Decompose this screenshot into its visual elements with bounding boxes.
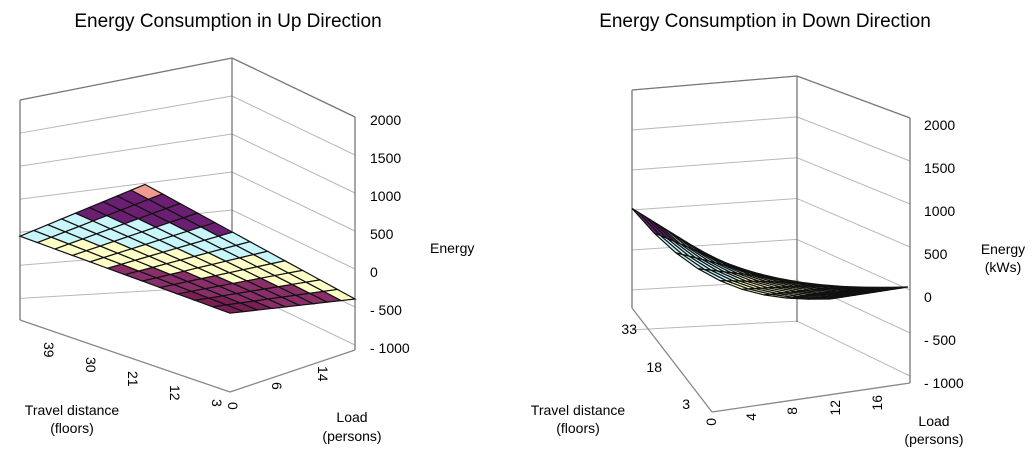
surface bbox=[631, 207, 909, 300]
grid-line bbox=[796, 238, 911, 291]
y-tick-label: 16 bbox=[869, 395, 885, 411]
back-wall bbox=[20, 58, 355, 350]
y-axis-label-unit: (persons) bbox=[322, 428, 381, 444]
grid-line bbox=[631, 238, 798, 251]
chart-title: Energy Consumption in Up Direction bbox=[74, 11, 381, 32]
x-tick-label: 18 bbox=[646, 359, 662, 375]
z-tick-label: - 1000 bbox=[370, 340, 410, 356]
y-tick-labels: 0 6 14 bbox=[225, 366, 331, 410]
y-axis-label-unit: (persons) bbox=[904, 431, 963, 447]
x-axis-label-unit: (floors) bbox=[556, 420, 600, 436]
y-tick-label: 14 bbox=[315, 366, 331, 382]
z-tick-labels: 2000 1500 1000 500 0 - 500 - 1000 bbox=[924, 117, 964, 391]
grid-line bbox=[231, 209, 356, 270]
grid-line bbox=[19, 95, 233, 134]
x-axis-label-unit: (floors) bbox=[50, 420, 94, 436]
y-tick-label: 0 bbox=[225, 402, 241, 410]
grid-line bbox=[796, 116, 911, 162]
y-tick-label: 0 bbox=[703, 418, 719, 426]
y-tick-label: 12 bbox=[827, 400, 843, 416]
z-tick-label: 1500 bbox=[924, 160, 955, 176]
grid-line bbox=[19, 133, 233, 167]
grid-line bbox=[631, 198, 798, 211]
z-axis-label: Energy bbox=[430, 240, 474, 256]
z-tick-label: 1000 bbox=[924, 203, 955, 219]
z-tick-label: 0 bbox=[370, 264, 378, 280]
z-tick-label: - 500 bbox=[924, 332, 956, 348]
surface bbox=[18, 183, 357, 314]
grid-line bbox=[19, 171, 233, 200]
grid-line bbox=[796, 320, 911, 377]
x-tick-label: 12 bbox=[167, 385, 183, 401]
y-tick-labels: 0 4 8 12 16 bbox=[703, 395, 885, 426]
z-tick-label: - 1000 bbox=[924, 375, 964, 391]
grid-line bbox=[796, 198, 911, 248]
grid-line bbox=[631, 320, 798, 331]
z-tick-label: 1000 bbox=[370, 188, 401, 204]
z-tick-label: 0 bbox=[924, 289, 932, 305]
grid-line bbox=[631, 116, 798, 131]
grid-line bbox=[796, 157, 911, 205]
chart-down: Energy Consumption in Down Direction 200… bbox=[531, 11, 1025, 447]
z-axis-label-unit: (kWs) bbox=[985, 259, 1022, 275]
z-tick-label: 500 bbox=[370, 226, 394, 242]
y-axis-line bbox=[711, 382, 911, 413]
grid-line bbox=[231, 133, 356, 194]
y-axis-line bbox=[229, 349, 356, 393]
x-tick-labels: 33 18 3 bbox=[621, 321, 690, 412]
x-tick-label: 39 bbox=[41, 342, 57, 358]
z-tick-label: 2000 bbox=[924, 117, 955, 133]
z-tick-labels: 2000 1500 1000 500 0 - 500 - 1000 bbox=[370, 112, 410, 356]
surface-patch bbox=[321, 288, 357, 302]
x-tick-label: 30 bbox=[83, 357, 99, 373]
grid-line bbox=[231, 171, 356, 232]
x-tick-labels: 39 30 21 12 3 bbox=[41, 342, 225, 407]
y-tick-label: 6 bbox=[269, 382, 285, 390]
z-axis-label: Energy bbox=[981, 241, 1025, 257]
x-tick-label: 33 bbox=[621, 321, 637, 337]
x-axis-line bbox=[19, 319, 231, 393]
y-axis-label: Load bbox=[918, 413, 949, 429]
z-tick-label: 500 bbox=[924, 246, 948, 262]
x-tick-label: 21 bbox=[125, 371, 141, 387]
surface-patch bbox=[879, 286, 909, 289]
x-axis-line bbox=[631, 307, 713, 413]
y-tick-label: 8 bbox=[784, 407, 800, 415]
x-tick-label: 3 bbox=[209, 399, 225, 407]
grid-line bbox=[231, 95, 356, 156]
x-axis-label: Travel distance bbox=[531, 402, 626, 418]
chart-up: Energy Consumption in Up Direction 2000 … bbox=[18, 11, 474, 444]
x-axis-label: Travel distance bbox=[25, 402, 120, 418]
y-axis-label: Load bbox=[336, 409, 367, 425]
x-tick-label: 3 bbox=[682, 396, 690, 412]
back-wall bbox=[632, 76, 910, 383]
z-tick-label: 1500 bbox=[370, 150, 401, 166]
chart-title: Energy Consumption in Down Direction bbox=[599, 11, 931, 32]
z-tick-label: - 500 bbox=[370, 302, 402, 318]
y-tick-label: 4 bbox=[743, 413, 759, 421]
grid-line bbox=[631, 157, 798, 171]
z-tick-label: 2000 bbox=[370, 112, 401, 128]
